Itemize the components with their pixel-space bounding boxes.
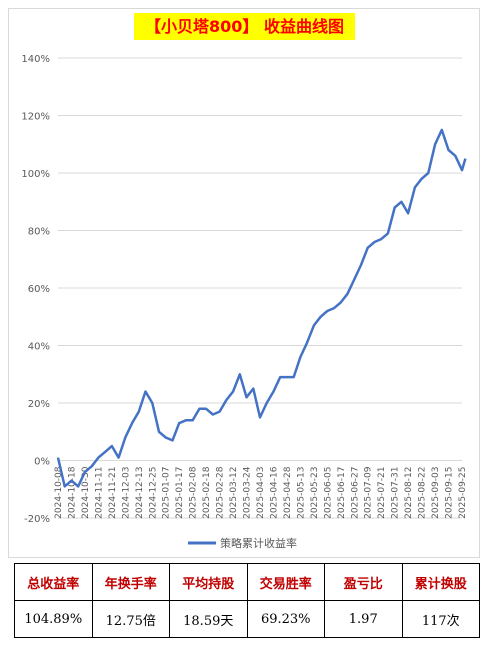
x-tick-label: 2024-11-11: [94, 467, 104, 519]
stats-header-row: 总收益率 年换手率 平均持股 交易胜率 盈亏比 累计换股: [14, 563, 480, 601]
stat-header-win-rate: 交易胜率: [246, 563, 325, 601]
stat-header-total-trades: 累计换股: [401, 563, 480, 601]
x-tick-label: 2025-02-18: [202, 466, 212, 519]
y-tick-label: 140%: [21, 54, 50, 65]
x-tick-label: 2025-07-31: [391, 467, 401, 519]
y-tick-label: 120%: [21, 112, 50, 123]
x-tick-label: 2025-09-25: [458, 467, 468, 519]
x-tick-label: 2025-06-05: [323, 467, 333, 519]
series-layer: [56, 128, 467, 488]
returns-chart: -20% 0% 20% 40% 60% 80% 100% 120% 140% 2024-10-0…: [21, 54, 468, 550]
stat-value-avg-holding: 18.59天: [169, 600, 248, 638]
x-tick-label: 2024-12-25: [148, 467, 158, 519]
stat-header-total-return: 总收益率: [14, 563, 93, 601]
x-tick-label: 2025-09-15: [445, 467, 455, 519]
stat-header-pnl-ratio: 盈亏比: [324, 563, 403, 601]
x-tick-label: 2025-01-17: [175, 467, 185, 519]
stats-table: 总收益率 年换手率 平均持股 交易胜率 盈亏比 累计换股 104.89% 12.…: [14, 563, 480, 638]
y-tick-label: 100%: [21, 169, 50, 180]
x-tick-label: 2025-05-13: [296, 467, 306, 519]
x-tick-label: 2024-10-18: [67, 466, 77, 519]
y-tick-label: -20%: [24, 514, 50, 525]
legend-label: 策略累计收益率: [220, 536, 297, 550]
x-tick-label: 2024-11-21: [108, 467, 118, 519]
series-line: [56, 128, 467, 488]
x-tick-label: 2025-09-03: [431, 467, 441, 519]
y-tick-label: 0%: [34, 457, 50, 468]
x-tick-label: 2024-10-08: [54, 466, 64, 519]
y-tick-label: 80%: [28, 227, 50, 238]
x-tick-label: 2025-04-16: [269, 466, 279, 519]
stat-value-total-return: 104.89%: [14, 600, 93, 638]
legend: 策略累计收益率: [188, 536, 297, 550]
stat-value-win-rate: 69.23%: [246, 600, 325, 638]
x-tick-label: 2025-04-28: [283, 466, 293, 519]
chart-frame: [8, 8, 480, 558]
x-tick-label: 2024-12-03: [121, 467, 131, 519]
y-tick-label: 40%: [28, 342, 50, 353]
y-tick-label: 20%: [28, 399, 50, 410]
x-tick-label: 2025-06-27: [350, 467, 360, 519]
y-tick-label: 60%: [28, 284, 50, 295]
x-tick-label: 2025-01-07: [162, 467, 172, 519]
x-tick-label: 2025-06-17: [337, 467, 347, 519]
stat-value-total-trades: 117次: [401, 600, 480, 638]
x-tick-label: 2025-02-08: [189, 466, 199, 519]
x-tick-label: 2025-02-28: [216, 466, 226, 519]
stat-header-turnover: 年换手率: [91, 563, 170, 601]
x-tick-label: 2025-04-03: [256, 467, 266, 519]
x-tick-label: 2025-08-12: [404, 467, 414, 519]
y-axis-ticks: -20% 0% 20% 40% 60% 80% 100% 120% 140%: [21, 54, 50, 525]
stat-value-pnl-ratio: 1.97: [324, 600, 403, 638]
x-tick-label: 2025-03-24: [243, 466, 253, 519]
x-tick-label: 2024-12-13: [135, 467, 145, 519]
gridlines: [58, 57, 462, 519]
stat-header-avg-holding: 平均持股: [169, 563, 248, 601]
x-tick-label: 2025-07-21: [377, 467, 387, 519]
x-tick-label: 2025-07-09: [364, 466, 374, 519]
chart-title: 【小贝塔800】 收益曲线图: [134, 13, 355, 40]
x-tick-label: 2024-10-30: [81, 466, 91, 519]
stat-value-turnover: 12.75倍: [91, 600, 170, 638]
x-tick-label: 2025-03-12: [229, 467, 239, 519]
x-tick-label: 2025-05-23: [310, 467, 320, 519]
x-axis-ticks: 2024-10-08 2024-10-18 2024-10-30 2024-11-11…: [54, 466, 468, 519]
x-tick-label: 2025-08-22: [418, 467, 428, 519]
stats-value-row: 104.89% 12.75倍 18.59天 69.23% 1.97 117次: [14, 600, 480, 638]
